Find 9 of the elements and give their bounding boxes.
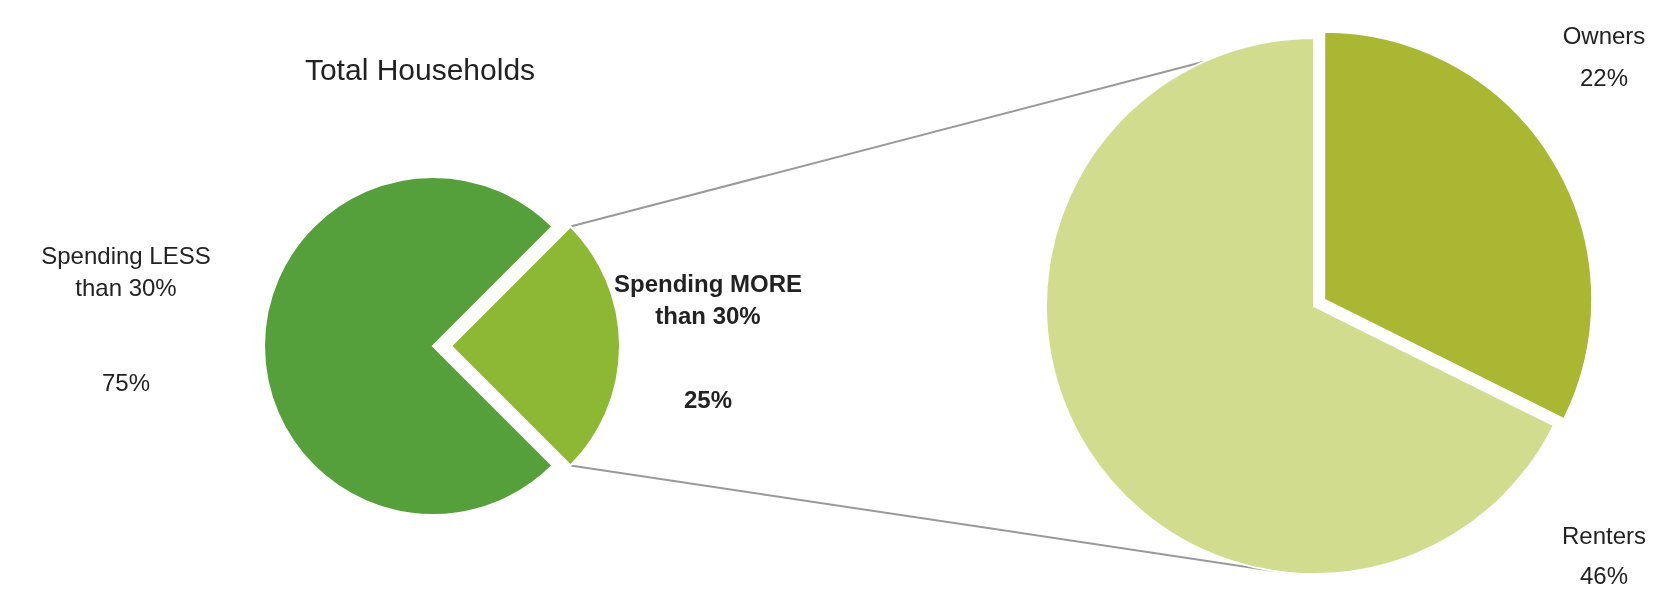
data-label: 25%: [683, 386, 733, 413]
slice-label: Spending MORE than 30%: [614, 270, 802, 329]
slice-label: Renters: [1561, 522, 1647, 549]
chart-title: Total Households: [304, 53, 536, 86]
data-label: 22%: [1579, 64, 1629, 91]
data-label: 75%: [101, 369, 151, 396]
data-label: 46%: [1579, 562, 1629, 589]
slice-label: Owners: [1562, 22, 1646, 49]
slice-label: Spending LESS than 30%: [41, 242, 211, 301]
